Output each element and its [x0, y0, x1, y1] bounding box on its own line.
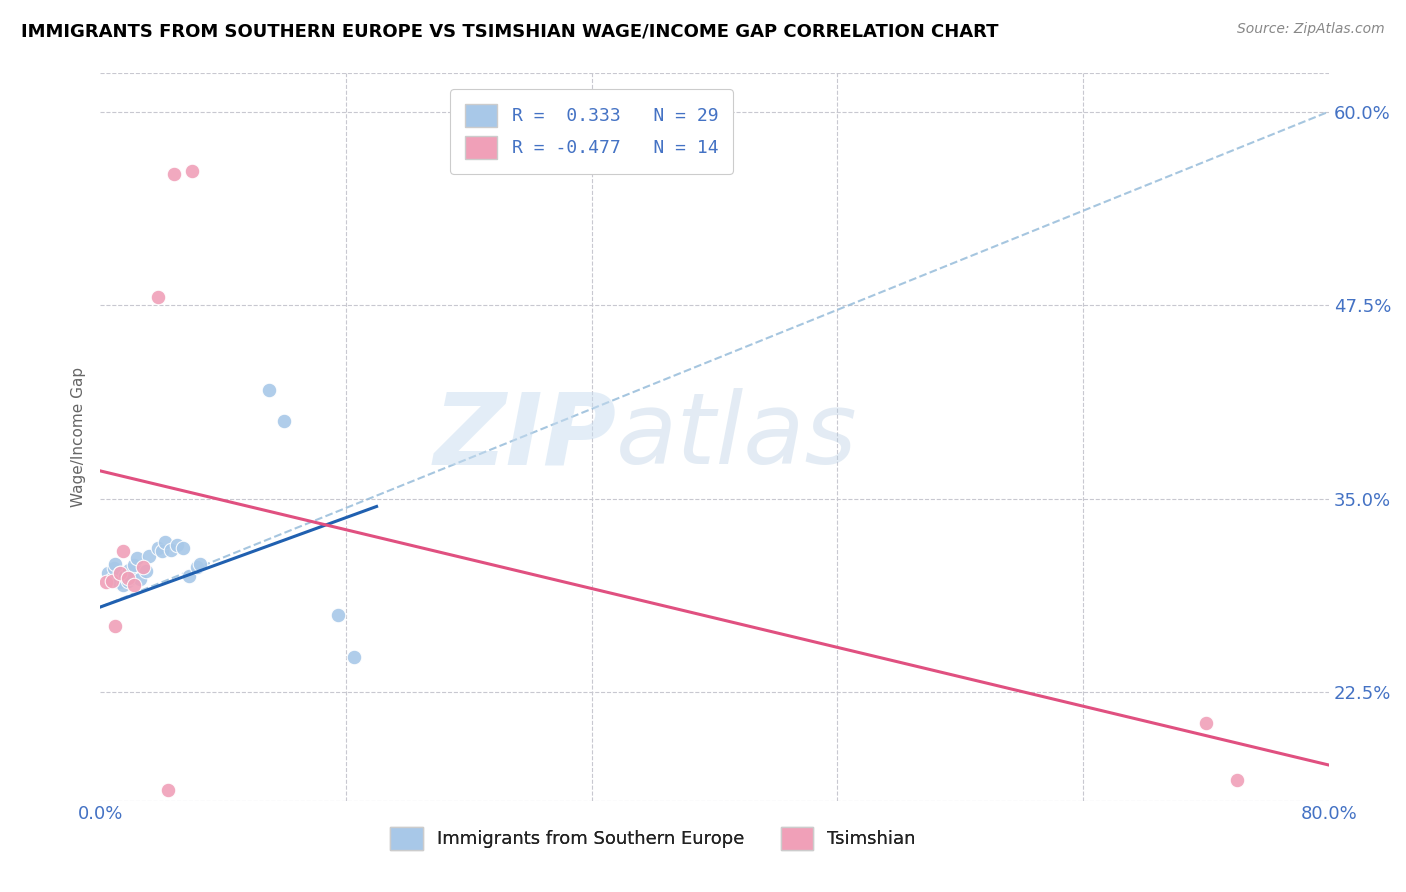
Point: [150, 544, 173, 558]
Text: Source: ZipAtlas.com: Source: ZipAtlas.com: [1237, 22, 1385, 37]
Point: [129, 572, 152, 586]
Text: ZIP: ZIP: [433, 388, 616, 485]
Point: [125, 550, 148, 565]
Point: [103, 561, 125, 575]
Legend: Immigrants from Southern Europe, Tsimshian: Immigrants from Southern Europe, Tsimshi…: [382, 820, 924, 857]
Point: [97, 566, 120, 580]
Point: [112, 544, 135, 558]
Point: [118, 563, 141, 577]
Point: [101, 574, 124, 588]
Point: [181, 163, 204, 178]
Point: [104, 557, 127, 571]
Point: [257, 384, 280, 398]
Point: [148, 290, 170, 304]
Point: [122, 578, 145, 592]
Point: [108, 566, 131, 580]
Point: [101, 572, 124, 586]
Point: [104, 618, 127, 632]
Y-axis label: Wage/Income Gap: Wage/Income Gap: [72, 367, 86, 507]
Point: [179, 569, 201, 583]
Point: [342, 649, 364, 664]
Point: [148, 541, 170, 556]
Point: [138, 549, 160, 563]
Point: [120, 571, 142, 585]
Point: [166, 538, 188, 552]
Point: [163, 167, 186, 181]
Point: [1226, 773, 1249, 788]
Text: IMMIGRANTS FROM SOUTHERN EUROPE VS TSIMSHIAN WAGE/INCOME GAP CORRELATION CHART: IMMIGRANTS FROM SOUTHERN EUROPE VS TSIMS…: [21, 22, 998, 40]
Text: atlas: atlas: [616, 388, 858, 485]
Point: [122, 558, 145, 573]
Point: [1195, 716, 1218, 731]
Point: [114, 569, 136, 583]
Point: [172, 541, 194, 556]
Point: [107, 575, 129, 590]
Point: [96, 575, 118, 590]
Point: [132, 559, 155, 574]
Point: [156, 782, 179, 797]
Point: [135, 565, 157, 579]
Point: [186, 559, 208, 574]
Point: [153, 535, 176, 549]
Point: [117, 574, 139, 588]
Point: [117, 571, 139, 585]
Point: [112, 578, 135, 592]
Point: [328, 607, 350, 622]
Point: [188, 557, 211, 571]
Point: [159, 542, 181, 557]
Point: [273, 414, 295, 428]
Point: [108, 566, 131, 580]
